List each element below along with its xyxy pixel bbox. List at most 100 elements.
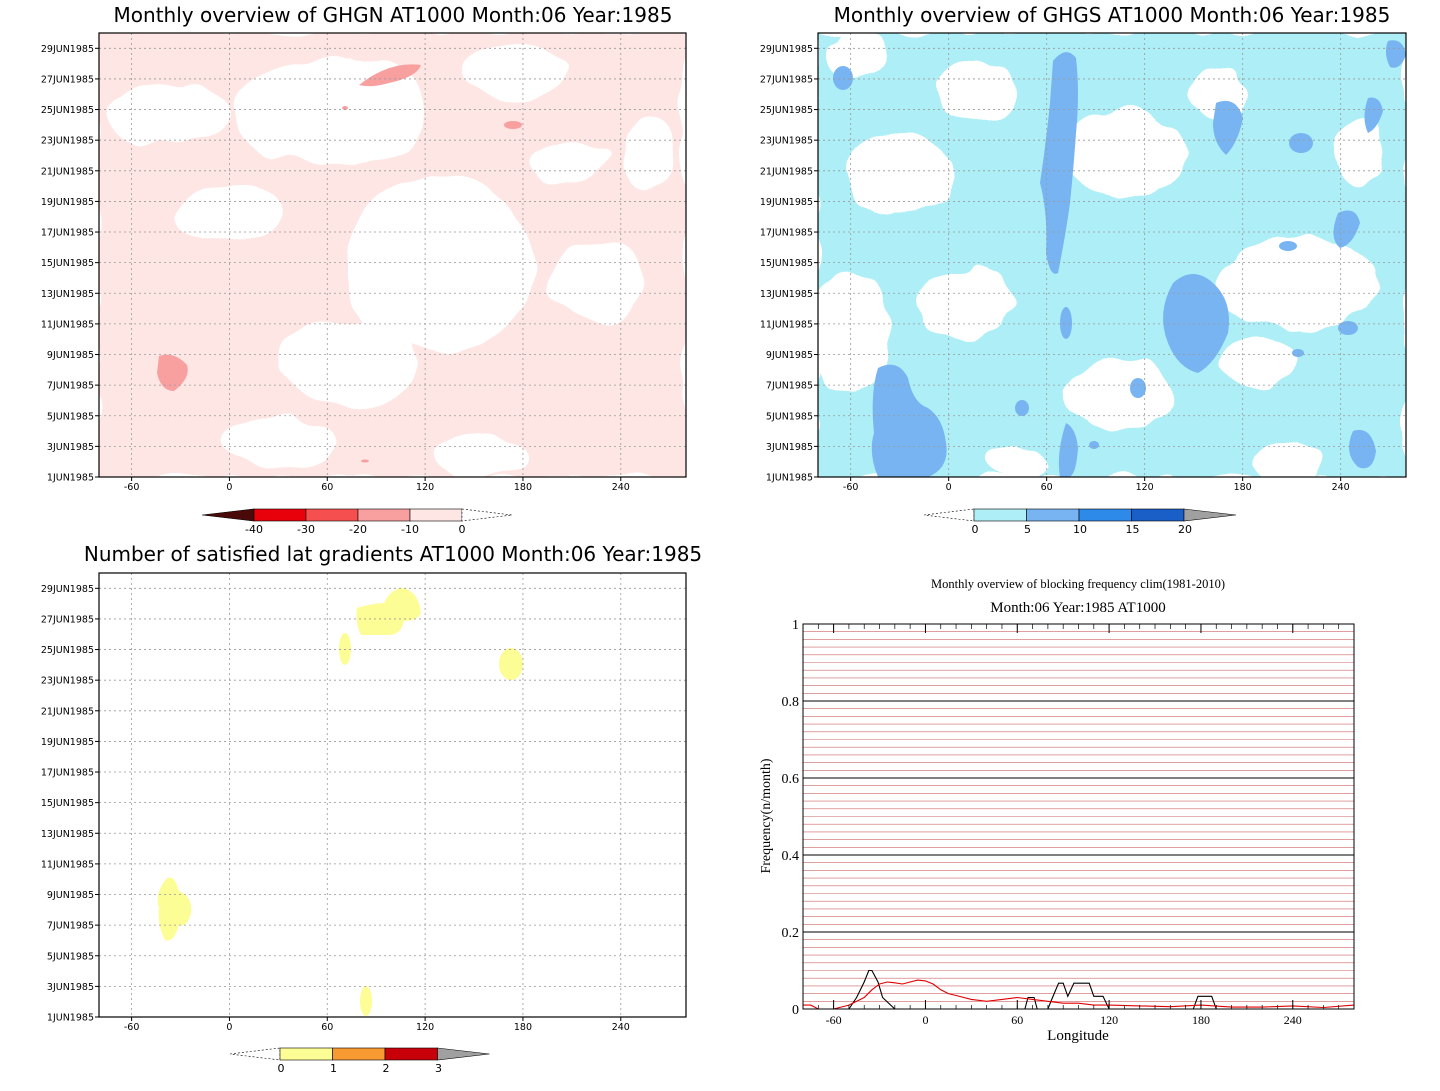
y-tick-label: 5JUN1985 xyxy=(47,411,94,422)
ghgs-region-medium xyxy=(1130,378,1146,398)
x-tick-label: 240 xyxy=(1332,482,1350,493)
ghgn-region-medium xyxy=(504,121,522,129)
colorbar-cell xyxy=(437,1047,490,1061)
y-tick-label: 7JUN1985 xyxy=(47,381,94,392)
colorbar-cell xyxy=(229,1047,281,1061)
y-tick-label: 23JUN1985 xyxy=(760,136,813,147)
x-tick-label: 60 xyxy=(1011,1013,1023,1027)
ghgs-region-medium xyxy=(1163,274,1229,373)
ghgs-gap xyxy=(1063,358,1173,428)
colorbar-tick-label: 0 xyxy=(459,523,466,536)
ghgs-gap xyxy=(1333,118,1383,188)
x-tick-label: 120 xyxy=(1136,482,1154,493)
colorbar-cell xyxy=(305,508,359,522)
ghgs-gap xyxy=(938,63,1018,123)
y-tick-label: 0.2 xyxy=(782,926,800,941)
y-tick-label: 17JUN1985 xyxy=(41,228,94,239)
y-tick-label: 0.8 xyxy=(782,695,800,710)
y-tick-label: 1 xyxy=(792,618,799,633)
blocking-subtitle: Month:06 Year:1985 AT1000 xyxy=(990,600,1165,616)
ghgn-region-medium xyxy=(342,106,348,110)
colorbar-tick-label: 15 xyxy=(1126,523,1140,536)
ghgn-gap xyxy=(464,48,574,98)
x-tick-label: -60 xyxy=(124,1022,140,1033)
panel-gradients-title: Number of satisfied lat gradients AT1000… xyxy=(84,542,702,566)
panel-ghgn-field xyxy=(99,33,686,477)
x-tick-label: 0 xyxy=(226,482,232,493)
y-tick-label: 3JUN1985 xyxy=(47,982,94,993)
ghgs-region-medium xyxy=(1015,400,1029,416)
panel-ghgn-frame xyxy=(98,32,687,478)
colorbar-cell xyxy=(201,508,255,522)
x-tick-label: 60 xyxy=(321,482,333,493)
ghgs-gap xyxy=(1218,338,1298,388)
colorbar-tick-label: 10 xyxy=(1073,523,1087,536)
colorbar-tick-label: 5 xyxy=(1024,523,1031,536)
y-tick-label: 3JUN1985 xyxy=(766,442,813,453)
x-tick-label: 120 xyxy=(416,482,434,493)
colorbar-tick-label: 1 xyxy=(330,1062,337,1075)
y-tick-label: 1JUN1985 xyxy=(47,473,94,484)
colorbar-cell xyxy=(357,508,411,522)
gradients-region xyxy=(339,633,351,665)
y-tick-label: 15JUN1985 xyxy=(41,258,94,269)
x-tick-label: -60 xyxy=(843,482,859,493)
ghgs-region-medium xyxy=(1089,441,1099,449)
ghgn-region-medium xyxy=(157,354,188,391)
ghgs-region-medium xyxy=(1338,321,1358,335)
y-tick-label: 5JUN1985 xyxy=(47,951,94,962)
panel-gradients-field xyxy=(99,573,686,1017)
gradients-region xyxy=(157,877,192,941)
y-tick-label: 19JUN1985 xyxy=(41,737,94,748)
colorbar-cell xyxy=(279,1047,333,1061)
y-tick-label: 27JUN1985 xyxy=(41,614,94,625)
y-tick-label: 27JUN1985 xyxy=(760,74,813,85)
gradients-region xyxy=(360,986,372,1016)
blocking-title: Monthly overview of blocking frequency c… xyxy=(931,577,1225,591)
ghgn-gap xyxy=(109,83,229,143)
y-tick-label: 27JUN1985 xyxy=(41,74,94,85)
x-tick-label: 0 xyxy=(922,1013,928,1027)
x-tick-label: 60 xyxy=(1041,482,1053,493)
panel-blocking: Monthly overview of blocking frequency c… xyxy=(759,577,1355,1044)
y-tick-label: 1JUN1985 xyxy=(47,1013,94,1024)
y-tick-label: 0.6 xyxy=(782,772,800,787)
colorbar-cell xyxy=(332,1047,386,1061)
ghgn-region-medium xyxy=(361,459,369,463)
panel-ghgs-field xyxy=(818,33,1406,477)
y-tick-label: 11JUN1985 xyxy=(41,319,94,330)
y-tick-label: 7JUN1985 xyxy=(47,921,94,932)
y-tick-label: 13JUN1985 xyxy=(41,829,94,840)
ghgs-region-medium xyxy=(1364,97,1383,133)
colorbar-tick-label: 0 xyxy=(278,1062,285,1075)
colorbar-tick-label: 2 xyxy=(383,1062,390,1075)
gradients-region xyxy=(356,588,421,635)
x-tick-label: 120 xyxy=(416,1022,434,1033)
y-tick-label: 13JUN1985 xyxy=(760,289,813,300)
series-line xyxy=(803,979,1355,1010)
colorbar-cell xyxy=(973,508,1027,522)
y-tick-label: 29JUN1985 xyxy=(760,44,813,55)
y-tick-label: 29JUN1985 xyxy=(41,584,94,595)
y-tick-label: 1JUN1985 xyxy=(766,473,813,484)
y-tick-label: 0.4 xyxy=(782,849,800,864)
x-tick-label: 180 xyxy=(1192,1013,1210,1027)
y-tick-label: 17JUN1985 xyxy=(760,228,813,239)
gradients-region xyxy=(499,648,523,680)
ghgs-region-medium xyxy=(833,66,853,90)
blocking-xlabel: Longitude xyxy=(1047,1028,1109,1044)
y-tick-label: 23JUN1985 xyxy=(41,676,94,687)
colorbar-tick-label: -40 xyxy=(245,523,263,536)
y-tick-label: 9JUN1985 xyxy=(47,890,94,901)
y-tick-label: 11JUN1985 xyxy=(41,859,94,870)
y-tick-label: 29JUN1985 xyxy=(41,44,94,55)
x-tick-label: 0 xyxy=(946,482,952,493)
x-tick-label: 180 xyxy=(1234,482,1252,493)
ghgn-gap xyxy=(434,431,524,475)
y-tick-label: 9JUN1985 xyxy=(766,350,813,361)
x-tick-label: 0 xyxy=(226,1022,232,1033)
panel-ghgs-title: Monthly overview of GHGS AT1000 Month:06… xyxy=(834,3,1391,27)
colorbar-cell xyxy=(1183,508,1237,522)
x-tick-label: 240 xyxy=(612,482,630,493)
